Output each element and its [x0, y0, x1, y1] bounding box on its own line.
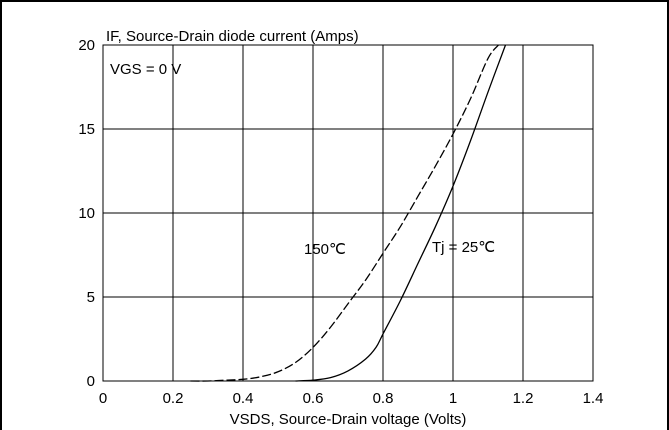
label-150c: 150℃ [304, 241, 346, 258]
curve-layer [190, 44, 507, 382]
x-tick-label: 0.4 [233, 390, 254, 407]
grid-layer [102, 44, 594, 382]
y-tick-label: 5 [87, 289, 95, 306]
y-axis-title: IF, Source-Drain diode current (Amps) [106, 28, 359, 45]
x-tick-label: 1.2 [513, 390, 534, 407]
y-tick-label: 15 [78, 121, 95, 138]
series-line-25c [295, 44, 507, 382]
x-axis-title: VSDS, Source-Drain voltage (Volts) [230, 411, 467, 428]
y-tick-label: 20 [78, 37, 95, 54]
y-tick-label: 0 [87, 373, 95, 390]
x-tick-label: 0.8 [373, 390, 394, 407]
x-tick-label: 0.6 [303, 390, 324, 407]
condition-label: VGS = 0 V [110, 61, 181, 78]
x-tick-label: 0 [99, 390, 107, 407]
tick-layer: 0 0.2 0.4 0.6 0.8 1 1.2 1.4 0 5 10 15 20 [78, 37, 603, 407]
label-25c: Tj = 25℃ [432, 239, 495, 256]
x-tick-label: 1 [449, 390, 457, 407]
x-tick-label: 0.2 [163, 390, 184, 407]
y-tick-label: 10 [78, 205, 95, 222]
x-tick-label: 1.4 [583, 390, 604, 407]
series-line-150c [190, 44, 500, 382]
